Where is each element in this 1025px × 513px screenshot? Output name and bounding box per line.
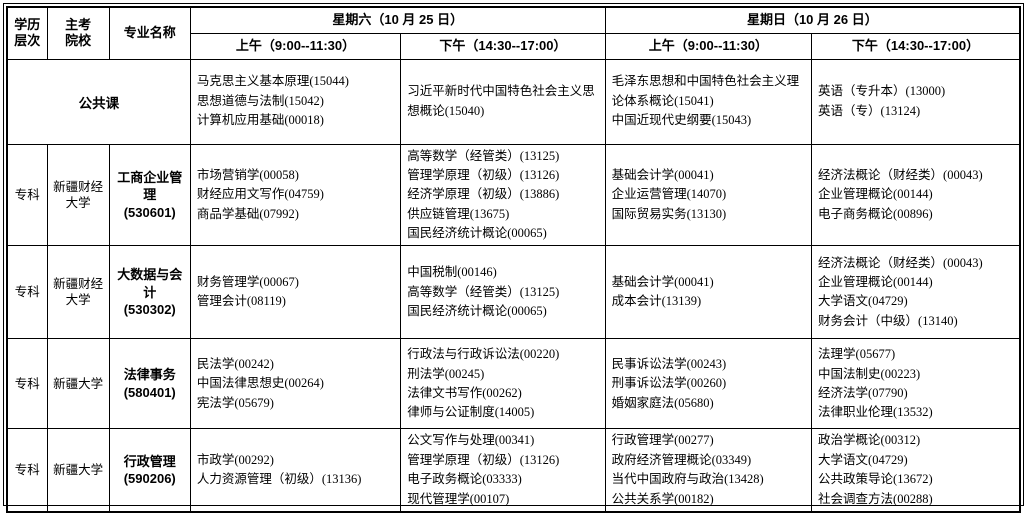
level-cell: 专科 — [6, 338, 48, 430]
public-course-label: 公共课 — [6, 58, 191, 145]
header-sunday-morning: 上午（9:00--11:30） — [604, 32, 813, 60]
header-sunday-afternoon: 下午（14:30--17:00） — [811, 32, 1021, 60]
major-row-business-management: 专科 新疆财经 大学 工商企业管理 (530601) 市场营销学(00058) … — [6, 143, 1021, 247]
header-saturday-afternoon: 下午（14:30--17:00） — [400, 32, 606, 60]
public-sun-pm-cell: 英语（专升本）(13000) 英语（专）(13124) — [811, 58, 1021, 145]
header-saturday: 星期六（10 月 25 日） — [189, 6, 606, 34]
level-cell: 专科 — [6, 143, 48, 247]
major-cell: 大数据与会计 (530302) — [108, 245, 191, 340]
header-sunday: 星期日（10 月 26 日） — [604, 6, 1021, 34]
major-cell: 行政管理 (590206) — [108, 428, 191, 513]
major-row-legal-affairs: 专科 新疆大学 法律事务 (580401) 民法学(00242) 中国法律思想史… — [6, 338, 1021, 430]
sat-pm-cell: 行政法与行政诉讼法(00220) 刑法学(00245) 法律文书写作(00262… — [400, 338, 606, 430]
header-saturday-morning: 上午（9:00--11:30） — [189, 32, 402, 60]
major-cell: 法律事务 (580401) — [108, 338, 191, 430]
major-cell: 工商企业管理 (530601) — [108, 143, 191, 247]
sun-pm-cell: 政治学概论(00312) 大学语文(04729) 公共政策导论(13672) 社… — [811, 428, 1021, 513]
sat-am-cell: 财务管理学(00067) 管理会计(08119) — [189, 245, 402, 340]
public-sat-am-cell: 马克思主义基本原理(15044) 思想道德与法制(15042) 计算机应用基础(… — [189, 58, 402, 145]
sat-pm-cell: 高等数学（经管类）(13125) 管理学原理（初级）(13126) 经济学原理（… — [400, 143, 606, 247]
sat-pm-cell: 中国税制(00146) 高等数学（经管类）(13125) 国民经济统计概论(00… — [400, 245, 606, 340]
sun-am-cell: 行政管理学(00277) 政府经济管理概论(03349) 当代中国政府与政治(1… — [604, 428, 813, 513]
major-row-big-data-accounting: 专科 新疆财经 大学 大数据与会计 (530302) 财务管理学(00067) … — [6, 245, 1021, 340]
level-cell: 专科 — [6, 245, 48, 340]
sat-am-cell: 市场营销学(00058) 财经应用文写作(04759) 商品学基础(07992) — [189, 143, 402, 247]
sun-pm-cell: 经济法概论（财经类）(00043) 企业管理概论(00144) 电子商务概论(0… — [811, 143, 1021, 247]
school-cell: 新疆财经 大学 — [46, 245, 110, 340]
exam-schedule-table: 学历 层次 主考 院校 专业名称 星期六（10 月 25 日） 星期日（10 月… — [6, 6, 1021, 513]
public-course-row: 公共课 马克思主义基本原理(15044) 思想道德与法制(15042) 计算机应… — [6, 58, 1021, 145]
sat-am-cell: 民法学(00242) 中国法律思想史(00264) 宪法学(05679) — [189, 338, 402, 430]
school-cell: 新疆大学 — [46, 428, 110, 513]
sat-am-cell: 市政学(00292) 人力资源管理（初级）(13136) — [189, 428, 402, 513]
level-cell: 专科 — [6, 428, 48, 513]
sat-pm-cell: 公文写作与处理(00341) 管理学原理（初级）(13126) 电子政务概论(0… — [400, 428, 606, 513]
sun-am-cell: 基础会计学(00041) 企业运营管理(14070) 国际贸易实务(13130) — [604, 143, 813, 247]
sun-am-cell: 基础会计学(00041) 成本会计(13139) — [604, 245, 813, 340]
sun-am-cell: 民事诉讼法学(00243) 刑事诉讼法学(00260) 婚姻家庭法(05680) — [604, 338, 813, 430]
sun-pm-cell: 经济法概论（财经类）(00043) 企业管理概论(00144) 大学语文(047… — [811, 245, 1021, 340]
header-education-level: 学历 层次 — [6, 6, 48, 60]
header-examining-school: 主考 院校 — [46, 6, 110, 60]
public-sun-am-cell: 毛泽东思想和中国特色社会主义理论体系概论(15041) 中国近现代史纲要(150… — [604, 58, 813, 145]
public-sat-pm-cell: 习近平新时代中国特色社会主义思想概论(15040) — [400, 58, 606, 145]
header-major-name: 专业名称 — [108, 6, 191, 60]
major-row-public-administration: 专科 新疆大学 行政管理 (590206) 市政学(00292) 人力资源管理（… — [6, 428, 1021, 513]
school-cell: 新疆大学 — [46, 338, 110, 430]
exam-schedule-frame: 学历 层次 主考 院校 专业名称 星期六（10 月 25 日） 星期日（10 月… — [3, 3, 1024, 513]
sun-pm-cell: 法理学(05677) 中国法制史(00223) 经济法学(07790) 法律职业… — [811, 338, 1021, 430]
school-cell: 新疆财经 大学 — [46, 143, 110, 247]
